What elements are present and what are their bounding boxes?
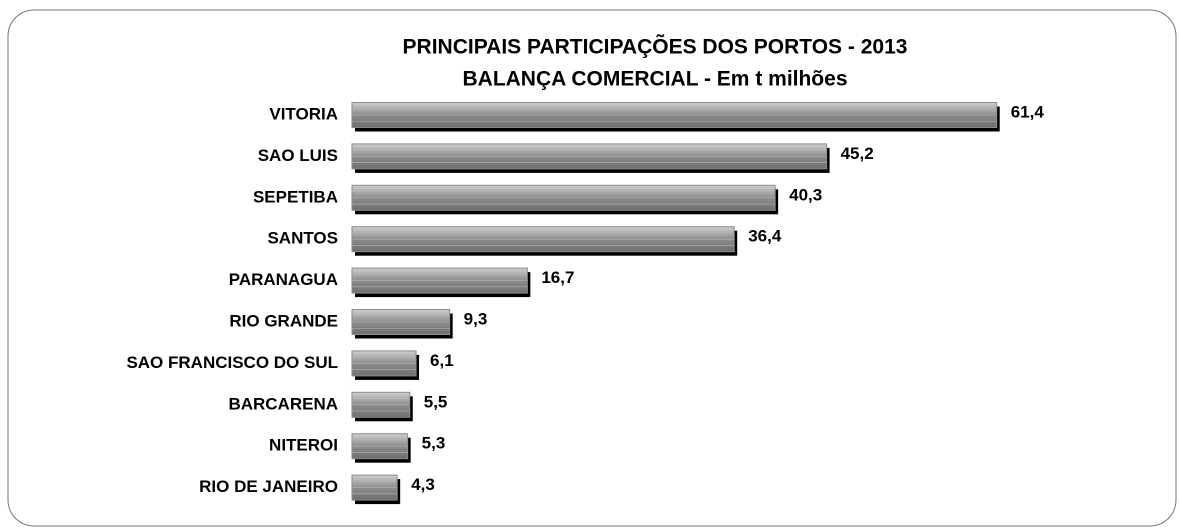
chart-title: PRINCIPAIS PARTICIPAÇÕES DOS PORTOS - 20…: [403, 35, 908, 59]
value-label: 61,4: [1011, 102, 1045, 121]
category-label: BARCARENA: [228, 394, 338, 413]
value-label: 16,7: [541, 268, 574, 287]
chart-subtitle: BALANÇA COMERCIAL - Em t milhões: [462, 68, 847, 91]
category-label: VITORIA: [269, 104, 338, 123]
category-label: SANTOS: [267, 229, 338, 248]
chart-frame: [7, 9, 1177, 527]
value-label: 40,3: [789, 185, 822, 204]
value-label: 6,1: [430, 351, 454, 370]
category-label: SAO LUIS: [258, 146, 338, 165]
value-label: 36,4: [748, 227, 782, 246]
category-label: SEPETIBA: [253, 187, 338, 206]
category-label: RIO GRANDE: [229, 311, 338, 330]
value-label: 5,5: [424, 392, 448, 411]
value-label: 45,2: [841, 144, 874, 163]
category-label: NITEROI: [269, 436, 338, 455]
category-label: PARANAGUA: [229, 270, 338, 289]
value-label: 5,3: [422, 434, 446, 453]
value-label: 4,3: [411, 475, 435, 494]
category-label: RIO DE JANEIRO: [199, 477, 338, 496]
value-label: 9,3: [464, 309, 488, 328]
category-label: SAO FRANCISCO DO SUL: [126, 353, 338, 372]
